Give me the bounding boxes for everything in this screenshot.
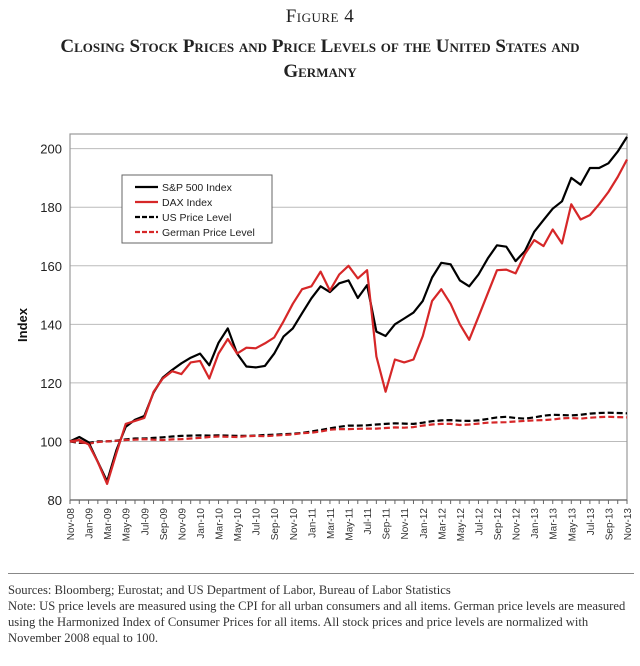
figure-label: Figure 4 xyxy=(285,6,355,27)
y-tick-label: 160 xyxy=(40,259,62,274)
x-tick-label: Jan-10 xyxy=(196,508,207,539)
footer-divider xyxy=(8,573,634,574)
x-tick-label: Jul-13 xyxy=(586,508,597,536)
y-tick-label: 120 xyxy=(40,376,62,391)
y-axis: 80 100 120 140 160 180 200 xyxy=(40,142,62,508)
legend-label: US Price Level xyxy=(162,212,231,224)
x-tick-label: Nov-12 xyxy=(512,508,523,541)
legend: S&P 500 Index DAX Index US Price Level Germ… xyxy=(121,174,273,244)
x-tick-label: Jan-09 xyxy=(85,508,96,539)
chart-title: Closing Stock Prices and Price Levels of… xyxy=(60,36,580,82)
x-tick-label: Jul-10 xyxy=(252,508,263,536)
x-tick-label: Sep-09 xyxy=(159,508,170,541)
x-tick-label: Mar-13 xyxy=(549,508,560,540)
x-tick-label: Jan-12 xyxy=(419,508,430,539)
x-tick-label: Jan-11 xyxy=(307,508,318,538)
x-tick-label: Jul-11 xyxy=(363,508,374,535)
x-tick-label: Nov-11 xyxy=(400,508,411,540)
x-tick-label: Jul-09 xyxy=(140,508,151,536)
x-tick-label: Jul-12 xyxy=(474,508,485,536)
x-tick-label: Sep-10 xyxy=(270,508,281,541)
x-tick-label: Mar-12 xyxy=(437,508,448,540)
x-tick-label: Mar-10 xyxy=(215,508,226,540)
legend-label: DAX Index xyxy=(162,197,213,209)
x-tick-label: Nov-13 xyxy=(623,508,634,541)
x-tick-label: Mar-11 xyxy=(326,508,337,539)
y-axis-label: Index xyxy=(15,307,30,342)
x-tick-label: May-11 xyxy=(345,508,356,541)
x-tick-label: Nov-10 xyxy=(289,508,300,541)
x-tick-label: Sep-12 xyxy=(493,508,504,541)
x-tick-label: Sep-13 xyxy=(604,508,615,541)
series-line-dax-index xyxy=(69,158,628,485)
x-tick-label: Mar-09 xyxy=(103,508,114,540)
x-tick-label: Nov-09 xyxy=(177,508,188,541)
y-tick-label: 140 xyxy=(40,317,62,332)
x-tick-label: Sep-11 xyxy=(382,508,393,540)
sources-text: Sources: Bloomberg; Eurostat; and US Dep… xyxy=(8,583,451,597)
series-lines xyxy=(69,136,628,485)
y-tick-label: 180 xyxy=(40,200,62,215)
legend-label: S&P 500 Index xyxy=(162,182,233,194)
series-line-german-price-level xyxy=(69,415,628,445)
x-tick-label: Jan-13 xyxy=(530,508,541,539)
x-tick-label: May-10 xyxy=(233,508,244,542)
y-tick-label: 100 xyxy=(40,434,62,449)
x-tick-label: Nov-08 xyxy=(66,508,77,541)
x-tick-label: May-09 xyxy=(122,508,133,542)
line-chart: 80 100 120 140 160 180 200 Nov-08 Jan-09 Mar-09 M… xyxy=(15,133,634,542)
y-tick-label: 80 xyxy=(48,493,62,508)
x-tick-label: May-12 xyxy=(456,508,467,542)
y-tick-label: 200 xyxy=(40,142,62,157)
legend-label: German Price Level xyxy=(162,227,255,239)
x-axis: Nov-08 Jan-09 Mar-09 May-09 Jul-09 Sep-09 Nov-… xyxy=(66,499,634,542)
footer: Sources: Bloomberg; Eurostat; and US Dep… xyxy=(8,582,633,646)
x-tick-label: May-13 xyxy=(567,508,578,542)
series-line-us-price-level xyxy=(69,411,628,444)
note-text: Note: US price levels are measured using… xyxy=(8,599,626,645)
